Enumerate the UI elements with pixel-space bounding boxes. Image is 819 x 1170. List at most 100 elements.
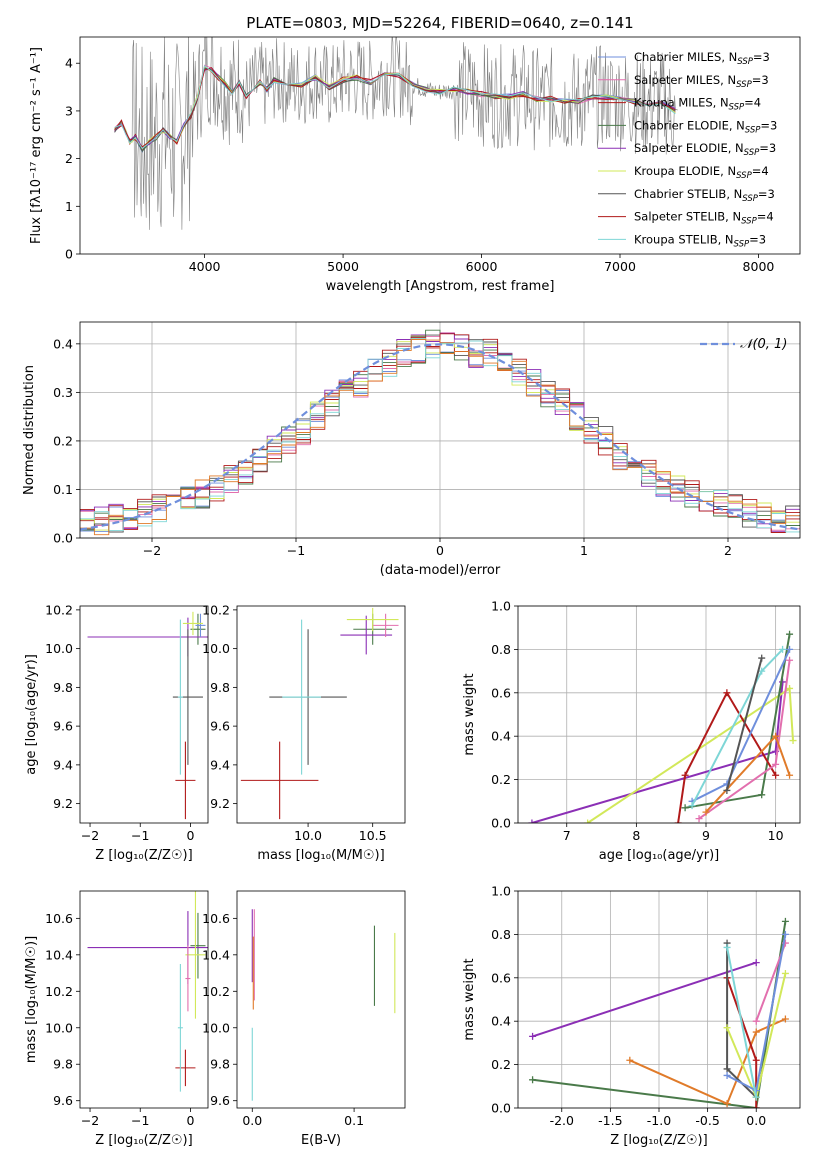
plus-marker — [723, 1071, 731, 1079]
weight-line — [725, 657, 763, 791]
plus-marker — [528, 819, 536, 823]
y-tick-label: 10.2 — [202, 602, 230, 617]
mass-vs-metallicity-panel: −2 −1 0 9.6 9.8 10.0 10.2 10.4 10.6 Z [log₁₀(Z/Z☉… — [24, 890, 209, 1148]
y-tick-label: 0.4 — [491, 729, 511, 744]
y-tick-label: 1 — [65, 199, 73, 214]
x-axis-label: Z [log₁₀(Z/Z☉)] — [95, 848, 192, 863]
plus-marker — [681, 771, 689, 779]
figure-title: PLATE=0803, MJD=52264, FIBERID=0640, z=0… — [246, 14, 633, 32]
x-tick-label: 8 — [632, 828, 640, 843]
normal-curve — [80, 343, 800, 531]
x-tick-label: −2 — [81, 828, 99, 843]
y-tick-label: 0.0 — [53, 531, 73, 546]
plus-marker — [626, 1056, 634, 1064]
y-tick-label: 0.8 — [491, 642, 511, 657]
y-tick-label: 0.4 — [491, 1014, 511, 1029]
plus-marker — [779, 645, 787, 653]
plus-marker — [529, 1032, 537, 1040]
axes-frame — [236, 605, 406, 824]
y-tick-label: 9.8 — [210, 680, 230, 695]
plus-marker — [758, 667, 766, 675]
x-tick-label: 2 — [724, 543, 732, 558]
x-axis-label: E(B-V) — [301, 1133, 341, 1148]
x-tick-label: −2 — [143, 543, 161, 558]
model-spectrum-salpeter_stelib — [114, 67, 676, 148]
x-tick-label: -0.5 — [695, 1113, 719, 1128]
age-vs-metallicity-panel: −2 −1 0 9.2 9.4 9.6 9.8 10.0 10.2 Z [log₁₀(Z/Z☉)]… — [24, 602, 209, 863]
y-tick-label: 10.6 — [202, 911, 230, 926]
weight-line — [532, 961, 757, 1038]
axes-frame — [79, 321, 801, 539]
y-tick-label: 10.6 — [45, 911, 73, 926]
plus-marker — [529, 1076, 537, 1084]
y-axis-label: mass [log₁₀(M/M☉)] — [24, 936, 39, 1063]
plus-marker — [758, 654, 766, 662]
plus-marker — [584, 819, 592, 823]
y-tick-label: 0.1 — [53, 482, 73, 497]
y-tick-label: 10.2 — [202, 984, 230, 999]
x-tick-label: 4000 — [189, 259, 221, 274]
observed-spectrum — [114, 37, 678, 230]
x-tick-label: 10.5 — [359, 828, 387, 843]
legend-label: Chabrier MILES, NSSP=3 — [634, 50, 770, 67]
y-tick-label: 10.0 — [202, 641, 230, 656]
plus-marker — [674, 819, 682, 823]
x-tick-label: 9 — [702, 828, 710, 843]
plus-marker — [681, 804, 689, 812]
weight-line — [677, 690, 777, 823]
plus-marker — [702, 808, 710, 816]
x-tick-label: 0 — [186, 828, 194, 843]
plus-marker — [758, 791, 766, 799]
y-axis-label: age [log₁₀(age/yr)] — [24, 654, 39, 775]
plus-marker — [786, 630, 794, 638]
legend-label: Salpeter MILES, NSSP=3 — [634, 73, 769, 90]
x-tick-label: 10 — [768, 828, 784, 843]
x-axis-label: Z [log₁₀(Z/Z☉)] — [610, 1133, 707, 1148]
y-axis-label: Normed distribution — [22, 365, 37, 495]
y-axis-label: mass weight — [462, 673, 477, 755]
legend-label: Kroupa STELIB, NSSP=3 — [634, 232, 766, 249]
mass-weight-vs-metallicity-panel: -2.0 -1.5 -1.0 -0.5 0.0 0.0 0.2 0.4 0.6 0.8 1.0 Z [… — [462, 884, 801, 1148]
y-tick-label: 4 — [65, 56, 73, 71]
y-tick-label: 10.4 — [202, 947, 230, 962]
y-tick-label: 0.0 — [491, 816, 511, 831]
weight-line — [726, 947, 758, 1098]
x-tick-label: -2.0 — [550, 1113, 574, 1128]
x-axis-label: age [log₁₀(age/yr)] — [599, 848, 720, 863]
y-tick-label: 9.2 — [53, 796, 73, 811]
y-axis-label: mass weight — [462, 958, 477, 1040]
plus-marker — [752, 1093, 760, 1101]
plus-marker — [688, 802, 696, 810]
y-tick-label: 9.2 — [210, 796, 230, 811]
y-tick-label: 10.0 — [45, 1020, 73, 1035]
plus-marker — [781, 1015, 789, 1023]
y-tick-label: 0.4 — [53, 336, 73, 351]
plot-area — [240, 607, 399, 820]
y-tick-label: 0.6 — [491, 970, 511, 985]
y-tick-label: 0.6 — [491, 685, 511, 700]
y-tick-label: 0.2 — [53, 433, 73, 448]
x-tick-label: 7000 — [604, 259, 636, 274]
axes-frame — [79, 890, 209, 1109]
axes-frame — [79, 605, 209, 824]
x-axis-label: Z [log₁₀(Z/Z☉)] — [95, 1133, 192, 1148]
plus-marker — [781, 969, 789, 977]
legend-label: Salpeter STELIB, NSSP=4 — [634, 210, 774, 227]
y-tick-label: 10.2 — [45, 984, 73, 999]
y-tick-label: 0 — [65, 247, 73, 262]
plot-area — [87, 891, 208, 1092]
plot-area — [529, 917, 789, 1108]
y-tick-label: 10.4 — [45, 947, 73, 962]
axes-frame — [517, 605, 801, 824]
plus-marker — [752, 1017, 760, 1025]
age-vs-mass-panel: 10.0 10.5 9.2 9.4 9.6 9.8 10.0 10.2 mass [log₁₀(… — [202, 602, 406, 863]
plus-marker — [786, 656, 794, 664]
x-tick-label: 7 — [563, 828, 571, 843]
y-tick-label: 9.6 — [210, 719, 230, 734]
x-tick-label: 5000 — [327, 259, 359, 274]
x-tick-label: 0 — [436, 543, 444, 558]
legend-label: Kroupa MILES, NSSP=4 — [634, 96, 761, 113]
plus-marker — [786, 684, 794, 692]
plus-marker — [695, 815, 703, 823]
